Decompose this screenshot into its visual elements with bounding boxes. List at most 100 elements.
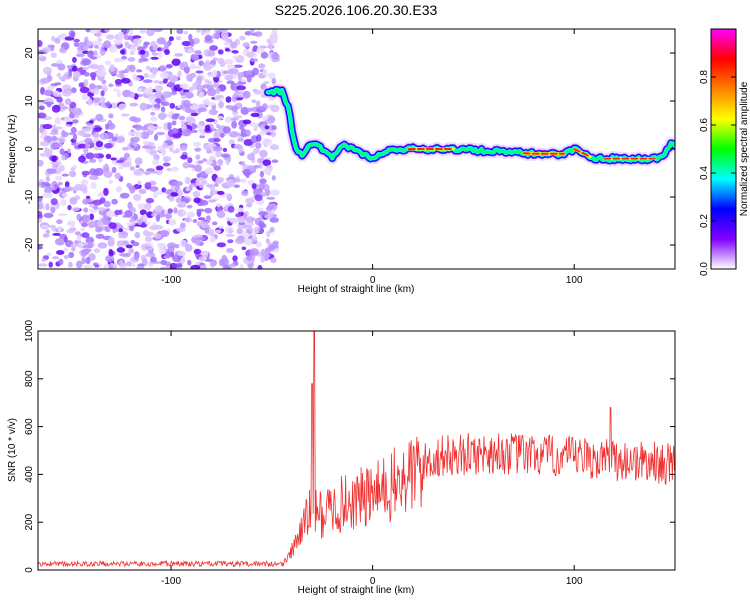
noise-blob <box>94 90 100 95</box>
noise-blob <box>115 186 123 193</box>
noise-blob <box>150 116 158 122</box>
noise-blob <box>38 263 48 267</box>
noise-blob <box>107 122 116 130</box>
noise-blob <box>165 137 176 140</box>
noise-blob <box>230 117 239 121</box>
noise-blob <box>242 42 250 48</box>
noise-blob <box>136 69 143 73</box>
noise-blob <box>150 40 157 48</box>
noise-blob <box>126 221 136 226</box>
noise-blob <box>163 41 170 49</box>
noise-blob <box>85 29 91 33</box>
spectrogram-ytick-label: 10 <box>24 95 35 107</box>
noise-blob <box>165 250 171 258</box>
noise-blob <box>82 244 93 249</box>
colorbar-tick-label: 0.8 <box>699 70 710 84</box>
noise-blob <box>249 248 260 256</box>
snr-ytick-label: 600 <box>24 418 35 435</box>
noise-blob <box>181 40 192 47</box>
noise-blob <box>163 77 168 84</box>
frequency-ridge <box>261 83 675 167</box>
noise-blob <box>179 83 189 89</box>
snr-ylabel: SNR (10 * v/v) <box>7 418 18 482</box>
noise-blob <box>98 157 103 163</box>
noise-blob <box>113 88 118 92</box>
snr-ytick-label: 0 <box>24 567 35 573</box>
noise-blob <box>239 178 248 183</box>
noise-blob <box>210 60 217 65</box>
noise-blob <box>212 82 220 88</box>
noise-blob <box>168 218 177 226</box>
noise-blob <box>72 71 81 78</box>
noise-blob <box>184 108 195 114</box>
spectrogram-ylabel: Frequency (Hz) <box>7 115 18 184</box>
noise-blob <box>203 251 209 256</box>
noise-blob <box>77 143 87 149</box>
noise-blob <box>215 203 221 208</box>
noise-blob <box>157 112 167 121</box>
noise-blob <box>228 263 236 268</box>
snr-xtick-label: 0 <box>370 576 376 587</box>
noise-blob <box>83 264 93 269</box>
noise-blob <box>154 91 163 99</box>
noise-blob <box>116 89 122 98</box>
noise-blob <box>142 214 147 222</box>
noise-blob <box>153 224 163 230</box>
figure-title: S225.2026.106.20.30.E33 <box>275 2 438 18</box>
noise-blob <box>92 132 100 138</box>
noise-blob <box>254 89 263 95</box>
noise-blob <box>124 68 130 74</box>
noise-blob <box>64 98 72 105</box>
noise-blob <box>50 160 59 165</box>
noise-blob <box>91 75 96 81</box>
noise-blob <box>169 102 176 109</box>
noise-blob <box>42 123 53 130</box>
noise-blob <box>216 242 226 248</box>
noise-blob <box>89 83 96 90</box>
noise-blob <box>108 236 115 243</box>
noise-blob <box>178 115 186 121</box>
noise-blob <box>243 139 253 146</box>
noise-blob <box>101 83 107 88</box>
noise-blob <box>135 124 142 131</box>
noise-blob <box>246 255 252 262</box>
noise-blob <box>121 77 131 84</box>
noise-blob <box>180 61 189 68</box>
noise-blob <box>259 170 264 178</box>
noise-blob <box>91 97 101 104</box>
snr-ytick-label: 200 <box>24 513 35 530</box>
noise-blob <box>84 36 89 44</box>
noise-blob <box>152 68 158 76</box>
noise-blob <box>204 34 213 42</box>
noise-blob <box>103 215 108 221</box>
noise-blob <box>205 118 215 123</box>
noise-blob <box>181 95 187 99</box>
noise-blob <box>226 80 235 85</box>
noise-blob <box>81 257 86 265</box>
noise-blob <box>58 76 68 81</box>
noise-blob <box>89 63 99 70</box>
noise-blob <box>103 263 109 269</box>
noise-blob <box>175 36 182 41</box>
noise-blob <box>76 260 83 269</box>
noise-blob <box>56 219 63 225</box>
noise-blob <box>84 137 93 144</box>
noise-blob <box>61 129 66 138</box>
noise-blob <box>171 166 179 172</box>
noise-blob <box>111 166 117 174</box>
noise-blob <box>60 199 67 206</box>
noise-blob <box>156 206 163 214</box>
noise-blob <box>129 166 135 171</box>
noise-blob <box>168 36 174 42</box>
noise-blob <box>196 75 203 81</box>
noise-blob <box>50 206 56 214</box>
noise-blob <box>214 165 221 171</box>
colorbar-ticks: 0.0 0.2 0.4 0.6 0.8 <box>699 70 736 276</box>
noise-blob <box>204 207 213 214</box>
noise-blob <box>143 72 149 78</box>
noise-blob <box>44 101 54 105</box>
noise-blob <box>68 30 76 38</box>
